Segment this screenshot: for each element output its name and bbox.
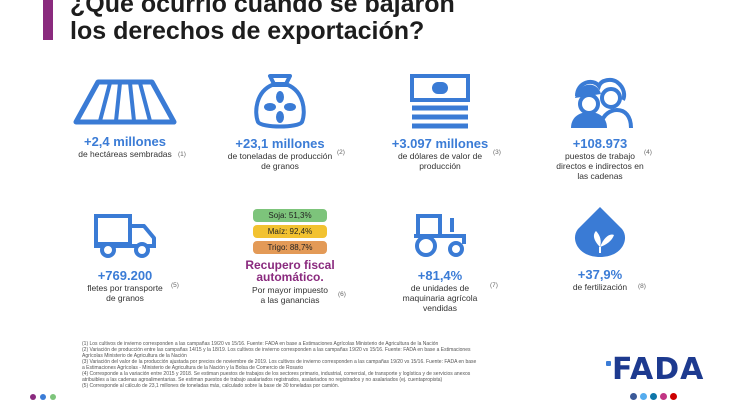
- fiscal-desc-line2: a las ganancias: [260, 295, 320, 305]
- banknotes-icon: [410, 74, 470, 129]
- machinery-desc-line2: maquinaria agrícola: [402, 293, 478, 303]
- fertilizer-desc: de fertilización: [572, 282, 628, 292]
- machinery-ref: (7): [490, 282, 498, 289]
- footnote-2a: (2) Variación de producción entre las ca…: [82, 347, 471, 353]
- jobs-value: +108.973: [572, 136, 628, 151]
- fiscal-title-line2: automático.: [256, 270, 324, 284]
- tons-desc-line2: de granos: [261, 161, 299, 171]
- field-rows-icon: [73, 79, 177, 125]
- stat-fiscal: Soja: 51,3% Maíz: 92,4% Trigo: 88,7% Rec…: [210, 209, 370, 305]
- fiscal-title-line1: Recupero fiscal: [245, 258, 335, 272]
- dollars-value: +3.097 millones: [391, 136, 489, 151]
- workers-icon: [571, 77, 633, 129]
- fiscal-desc-line1: Por mayor impuesto: [251, 285, 329, 295]
- grain-sack-icon: [254, 74, 306, 129]
- dollars-ref: (3): [493, 149, 501, 156]
- fiscal-ref: (6): [338, 291, 346, 298]
- decorative-dots: [30, 394, 56, 400]
- tons-ref: (2): [337, 149, 345, 156]
- footnote-4a: (4) Corresponde a la variación entre 201…: [82, 371, 471, 377]
- dot-blue: [40, 394, 46, 400]
- jobs-ref: (4): [644, 149, 652, 156]
- title-line-2: los derechos de exportación?: [70, 17, 425, 45]
- dollars-desc-line2: producción: [419, 161, 461, 171]
- tons-desc-line1: de toneladas de producción: [227, 151, 333, 161]
- tons-value: +23,1 millones: [235, 136, 325, 151]
- hectares-value: +2,4 millones: [83, 134, 166, 149]
- logo-accent: [606, 361, 611, 366]
- footnotes: (1) Los cultivos de invierno corresponde…: [82, 341, 562, 389]
- facebook-icon[interactable]: [630, 393, 637, 400]
- freight-desc-line2: de granos: [106, 293, 144, 303]
- title-accent-bar: [43, 0, 53, 40]
- fada-logo: FADA: [612, 352, 705, 387]
- stat-fertilizer: +37,9% de fertilización (8): [520, 205, 680, 292]
- pill-trigo: Trigo: 88,7%: [253, 241, 327, 254]
- freight-desc-line1: fletes por transporte: [87, 283, 163, 293]
- stat-machinery: +81,4% de unidades de maquinaria agrícol…: [360, 212, 520, 313]
- stat-hectares: +2,4 millones de hectáreas sembradas (1): [45, 78, 205, 159]
- linkedin-icon[interactable]: [650, 393, 657, 400]
- fertilizer-drop-icon: [574, 207, 626, 257]
- hectares-ref: (1): [178, 151, 186, 158]
- pill-soja: Soja: 51,3%: [253, 209, 327, 222]
- jobs-desc-line3: las cadenas: [577, 171, 623, 181]
- stat-jobs: +108.973 puestos de trabajo directos e i…: [520, 72, 680, 181]
- machinery-value: +81,4%: [417, 268, 463, 283]
- social-icons: [630, 393, 677, 400]
- freight-value: +769.200: [97, 268, 153, 283]
- footnote-2b: Agrícolas Ministerio de Agricultura de l…: [82, 353, 187, 359]
- tractor-icon: [414, 214, 466, 257]
- jobs-desc-line1: puestos de trabajo: [565, 151, 635, 161]
- truck-icon: [94, 214, 156, 258]
- pill-maiz: Maíz: 92,4%: [253, 225, 327, 238]
- page-title: ¿Qué ocurrió cuando se bajaron los derec…: [70, 0, 670, 45]
- twitter-icon[interactable]: [640, 393, 647, 400]
- footnote-3a: (3) Variación del valor de la producción…: [82, 359, 477, 365]
- instagram-icon[interactable]: [660, 393, 667, 400]
- footnote-4b: atribuibles a las cadenas agroalimentari…: [82, 377, 443, 383]
- stat-dollars: +3.097 millones de dólares de valor de p…: [360, 72, 520, 171]
- footnote-5: (5) Corresponde al cálculo de 23,1 millo…: [82, 383, 340, 389]
- machinery-desc-line3: vendidas: [422, 303, 458, 313]
- fertilizer-value: +37,9%: [577, 267, 623, 282]
- footnote-3b: a Estimaciones Agrícolas - Ministerio de…: [82, 365, 304, 371]
- title-line-1: ¿Qué ocurrió cuando se bajaron: [70, 0, 455, 18]
- fertilizer-ref: (8): [638, 283, 646, 290]
- stat-freight: +769.200 fletes por transporte de granos…: [45, 212, 205, 303]
- footnote-1: (1) Los cultivos de invierno corresponde…: [82, 341, 439, 347]
- jobs-desc-line2: directos e indirectos en: [556, 161, 644, 171]
- machinery-desc-line1: de unidades de: [410, 283, 470, 293]
- freight-ref: (5): [171, 282, 179, 289]
- stat-tons: +23,1 millones de toneladas de producció…: [200, 72, 360, 171]
- youtube-icon[interactable]: [670, 393, 677, 400]
- hectares-desc: de hectáreas sembradas: [78, 149, 172, 159]
- dot-green: [50, 394, 56, 400]
- dollars-desc-line1: de dólares de valor de: [397, 151, 483, 161]
- dot-purple: [30, 394, 36, 400]
